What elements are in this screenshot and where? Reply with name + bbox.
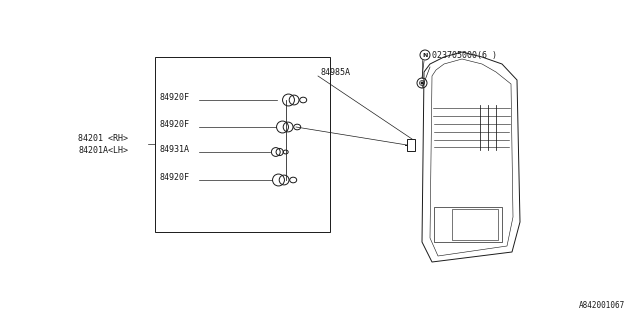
Text: 84931A: 84931A [159,145,189,154]
Circle shape [421,82,423,84]
Text: 84920F: 84920F [159,92,189,101]
Bar [434,207,502,242]
Text: 84201 <RH>: 84201 <RH> [78,133,128,142]
Text: N: N [422,52,428,58]
Text: 84920F: 84920F [159,119,189,129]
Text: 84920F: 84920F [159,172,189,181]
Bar [155,57,330,232]
Text: 023705000(6 ): 023705000(6 ) [432,51,497,60]
Text: 84201A<LH>: 84201A<LH> [78,146,128,155]
Text: 84985A: 84985A [320,68,350,76]
Text: A842001067: A842001067 [579,301,625,310]
Bar [407,139,415,151]
Bar [452,209,498,240]
